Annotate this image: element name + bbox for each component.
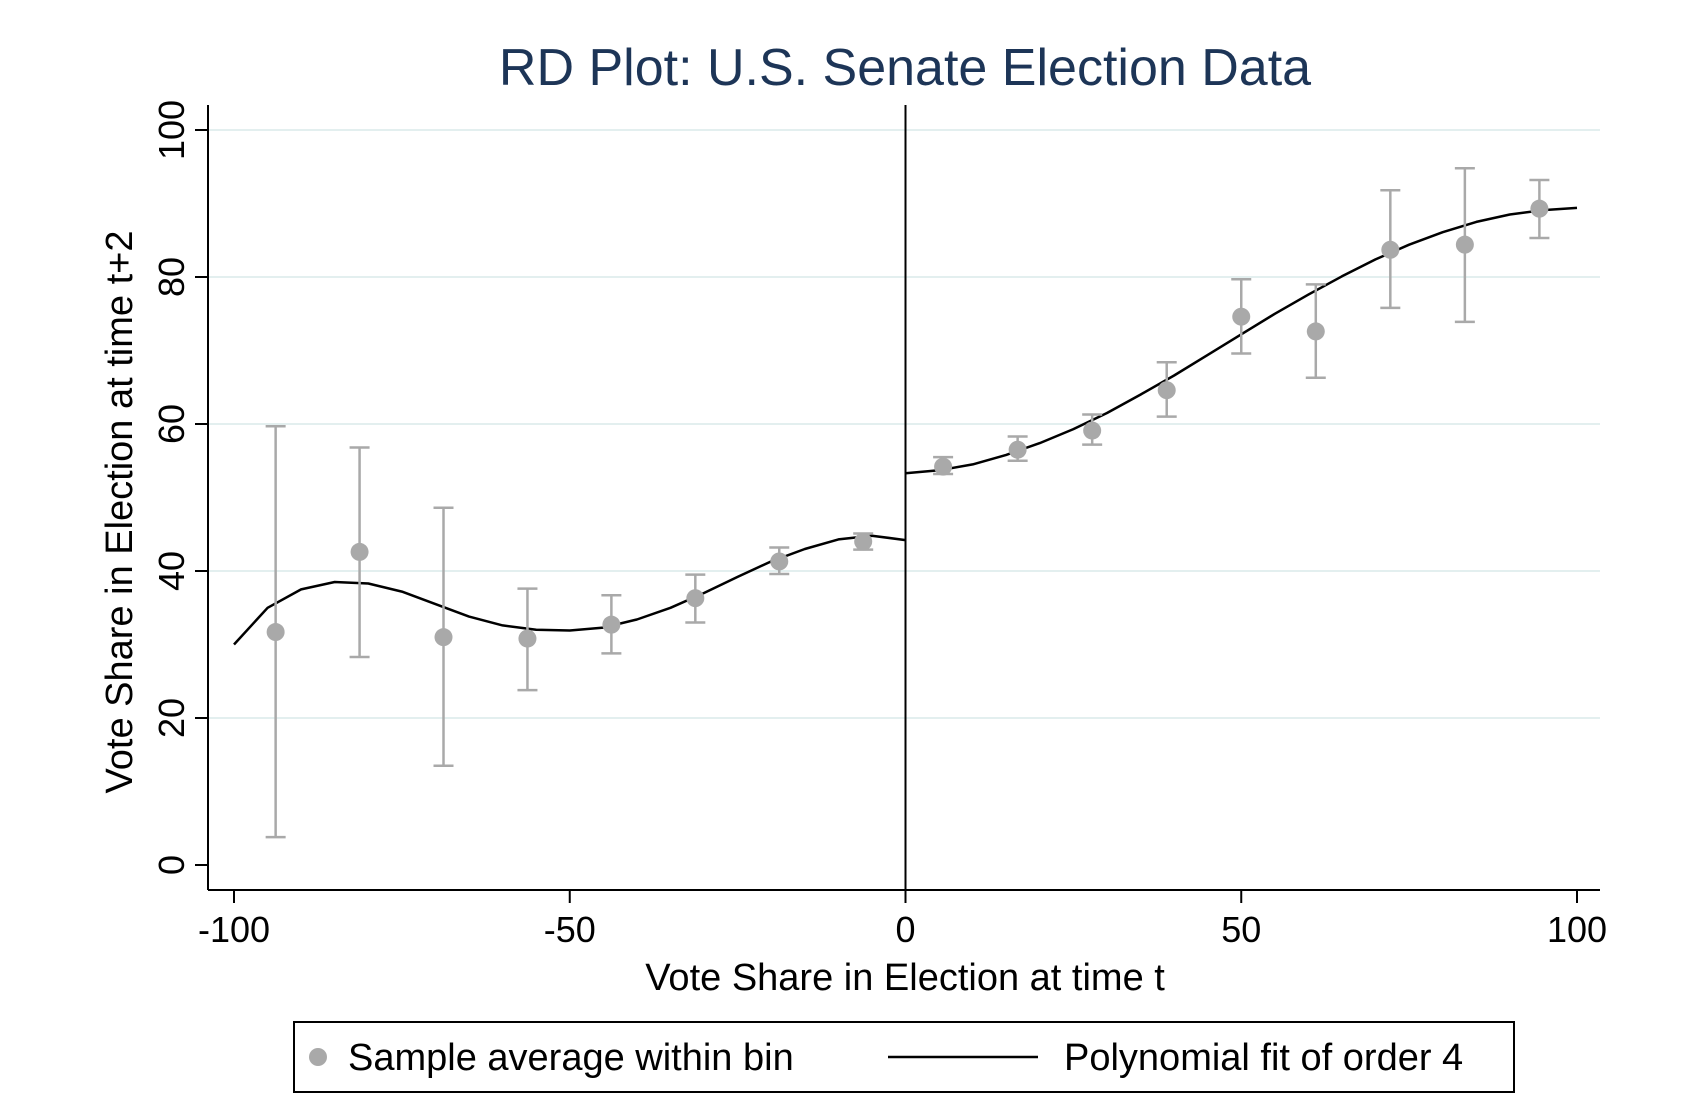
- x-axis-title: Vote Share in Election at time t: [645, 957, 1165, 999]
- data-point-7: [854, 532, 873, 551]
- fit-line-segment-left: [233, 534, 906, 646]
- y-tick-label-20: 20: [151, 698, 192, 738]
- y-tick-label-0: 0: [151, 855, 192, 875]
- chart-title: RD Plot: U.S. Senate Election Data: [499, 39, 1311, 97]
- data-point-10: [1083, 421, 1102, 440]
- y-tick-label-80: 80: [151, 257, 192, 297]
- x-tick-label-100: 100: [1547, 909, 1607, 950]
- data-point-1: [350, 542, 369, 561]
- data-point-3: [518, 629, 537, 648]
- data-point-6: [770, 552, 789, 571]
- data-point-0: [266, 623, 285, 642]
- y-tick-label-100: 100: [151, 100, 192, 160]
- data-point-11: [1157, 381, 1176, 400]
- x-tick-label-50: 50: [1221, 909, 1261, 950]
- data-point-12: [1232, 307, 1251, 326]
- data-point-9: [1008, 440, 1027, 459]
- data-point-16: [1530, 199, 1549, 218]
- x-tick-labels: -100 -50 0 50 100: [198, 909, 1607, 950]
- data-point-13: [1306, 322, 1325, 341]
- axes: [195, 105, 1600, 903]
- legend: Sample average within bin Polynomial fit…: [293, 1021, 1515, 1093]
- y-tick-label-60: 60: [151, 404, 192, 444]
- x-tick-label--50: -50: [544, 909, 596, 950]
- grid-lines: [208, 129, 1600, 719]
- x-tick-label-0: 0: [895, 909, 915, 950]
- data-point-2: [434, 628, 453, 647]
- x-tick-label--100: -100: [198, 909, 270, 950]
- legend-box: [293, 1021, 1515, 1093]
- y-tick-label-40: 40: [151, 551, 192, 591]
- legend-label-points: Sample average within bin: [348, 1037, 794, 1079]
- data-point-5: [686, 589, 705, 608]
- legend-marker-points: [309, 1048, 327, 1066]
- y-tick-labels: 0 20 40 60 80 100: [151, 100, 192, 875]
- legend-label-fit: Polynomial fit of order 4: [1064, 1037, 1463, 1079]
- data-point-15: [1455, 235, 1474, 254]
- data-points: [266, 199, 1549, 648]
- data-point-4: [602, 615, 621, 634]
- data-point-8: [934, 457, 953, 476]
- y-axis-title: Vote Share in Election at time t+2: [99, 231, 141, 794]
- data-point-14: [1381, 240, 1400, 259]
